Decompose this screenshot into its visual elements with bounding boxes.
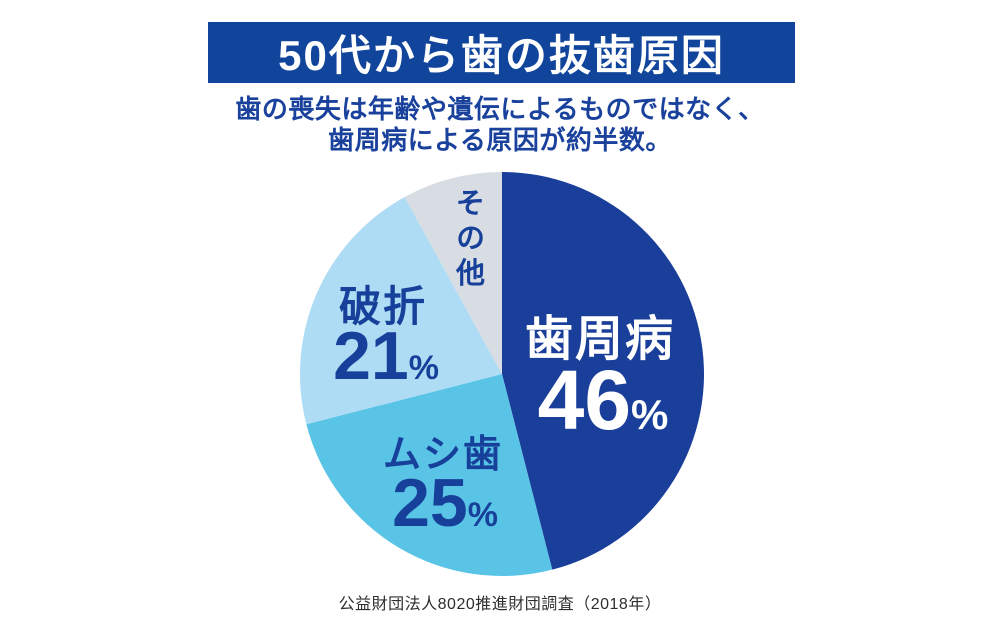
pie-slice-cavities — [306, 374, 553, 576]
slice-value-periodontal: 46% — [538, 358, 669, 442]
slice-label-cavities: ムシ歯 — [382, 434, 504, 476]
page-title: 50代から歯の抜歯原因 — [278, 32, 725, 79]
pie-slice-fracture — [300, 196, 502, 425]
slice-value-fracture-number: 21 — [333, 318, 409, 394]
slice-value-cavities-unit: % — [467, 496, 498, 534]
slice-label-fracture: 破折 — [338, 283, 428, 330]
slice-value-cavities: 25% — [392, 469, 498, 537]
pie-slice-other — [404, 172, 502, 374]
subtitle-line-2: 歯周病による原因が約半数。 — [328, 125, 672, 155]
pie-chart — [300, 172, 704, 576]
slice-label-other: その他 — [451, 187, 484, 293]
slice-value-periodontal-unit: % — [631, 391, 669, 438]
slice-value-cavities-number: 25 — [392, 465, 468, 541]
slice-value-fracture-unit: % — [408, 349, 439, 387]
pie-slice-periodontal — [502, 172, 704, 570]
source-note: 公益財団法人8020推進財団調査（2018年） — [338, 596, 662, 613]
subtitle-line-1: 歯の喪失は年齢や遺伝によるものではなく、 — [235, 94, 765, 124]
pie-chart-svg — [300, 172, 704, 576]
title-banner: 50代から歯の抜歯原因 — [208, 22, 795, 83]
subtitle: 歯の喪失は年齢や遺伝によるものではなく、 歯周病による原因が約半数。 — [0, 94, 1000, 156]
slice-label-periodontal: 歯周病 — [524, 313, 676, 366]
slice-value-periodontal-number: 46 — [537, 353, 632, 447]
slice-value-fracture: 21% — [333, 322, 439, 390]
